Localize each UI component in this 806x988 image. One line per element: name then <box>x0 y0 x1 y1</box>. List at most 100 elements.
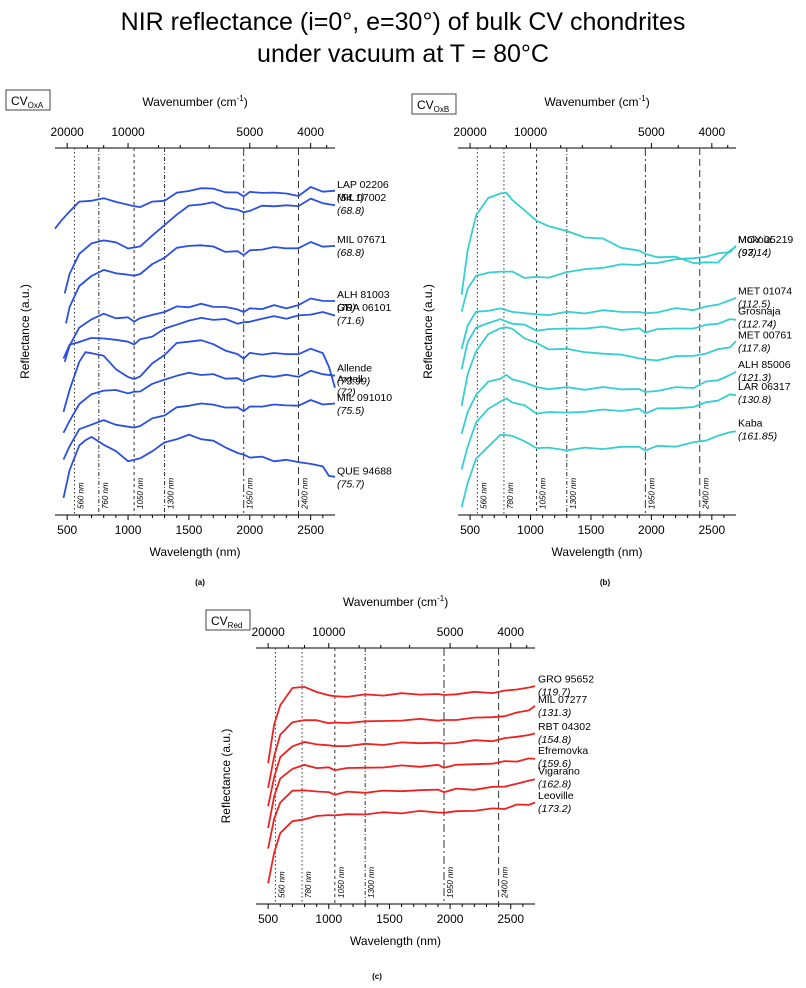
series-name-label: MIL 091010 <box>337 392 392 404</box>
series-line <box>267 685 536 764</box>
chart-panel-b: CVOxB Wavenumber (cm-1) 20000 10000 5000 4000… <box>411 93 793 587</box>
series-group: Leoville(173.2) <box>267 790 574 884</box>
series-group: MCY 05219(93) <box>460 191 793 295</box>
chart-panel-a: CVOxA Wavenumber (cm-1) 20000 10000 5000 4000… <box>5 89 392 587</box>
reference-line-label: 1300 nm <box>367 867 376 898</box>
series-value-label: (117.8) <box>738 343 771 355</box>
series-value-label: (72) <box>337 387 356 399</box>
reference-line-label: 1300 nm <box>167 478 176 509</box>
series-name-label: Grosnaja <box>738 306 781 318</box>
series-group: MET 01074(112.5) <box>460 285 792 350</box>
reference-line-label: 1950 nm <box>647 478 656 509</box>
series-line <box>63 297 336 363</box>
x-axis-title: Wavelength (nm) <box>150 545 241 559</box>
reference-line-label: 780 nm <box>506 482 515 509</box>
top-axis-tick-label: 5000 <box>437 625 464 639</box>
series-group: Vigarano(162.8) <box>267 766 580 849</box>
x-axis-title: Wavelength (nm) <box>552 545 643 559</box>
series-group: GRA 06101(71.6) <box>62 302 391 359</box>
series-name-label: ALH 85006 <box>738 359 791 371</box>
top-axis-tick-label: 10000 <box>514 125 548 139</box>
series-group: LAP 02206(54.1) <box>54 179 389 230</box>
x-axis-tick-label: 1000 <box>315 912 342 926</box>
top-axis-tick-label: 4000 <box>297 125 324 139</box>
series-name-label: GRA 06101 <box>337 302 391 314</box>
x-axis-tick-label: 2500 <box>497 912 524 926</box>
reference-line-label: 2400 nm <box>300 478 309 510</box>
x-axis-tick-label: 1500 <box>578 523 605 537</box>
y-axis-title: Reflectance (a.u.) <box>219 729 233 824</box>
group-label-text: CVRed <box>211 614 242 630</box>
series-line <box>62 399 336 460</box>
series-group: QUE 94688(75.7) <box>62 433 392 499</box>
reference-line-label: 760 nm <box>101 482 110 509</box>
series-name-label: MIL 07002 <box>337 192 386 204</box>
series-name-label: MCY 05219 <box>738 234 793 246</box>
top-axis-tick-label: 4000 <box>497 625 524 639</box>
series-group: Efremovka(159.6) <box>267 745 588 829</box>
series-value-label: (71.6) <box>337 315 364 327</box>
series-value-label: (68.8) <box>337 205 364 217</box>
series-line <box>62 369 336 434</box>
figure-title-line-1: NIR reflectance (i=0°, e=30°) of bulk CV… <box>120 8 686 36</box>
x-axis-tick-label: 2000 <box>437 912 464 926</box>
series-line <box>460 244 737 312</box>
series-group: ALH 85006(121.3) <box>460 359 791 435</box>
reference-line-label: 2400 nm <box>501 867 510 899</box>
top-axis-tick-label: 10000 <box>312 625 346 639</box>
series-name-label: MET 00761 <box>738 330 792 342</box>
series-value-label: (121.3) <box>738 372 771 384</box>
group-label-box: CVOxB <box>411 93 457 115</box>
panel-letter: (b) <box>600 578 611 587</box>
series-line <box>54 186 336 230</box>
top-axis-tick-label: 10000 <box>111 125 145 139</box>
top-axis-tick-label: 20000 <box>50 125 84 139</box>
series-value-label: (75.7) <box>337 478 364 490</box>
series-line <box>460 191 737 295</box>
x-axis-tick-label: 2000 <box>236 523 263 537</box>
series-line <box>267 732 536 807</box>
series-value-label: (161.85) <box>738 431 777 443</box>
top-axis-title: Wavenumber (cm-1) <box>142 94 247 109</box>
series-line <box>267 705 536 788</box>
series-group: MIL 07671(68.8) <box>65 234 386 324</box>
x-axis-tick-label: 1000 <box>517 523 544 537</box>
panel-letter: (c) <box>372 972 382 981</box>
series-group: Kaba(161.85) <box>460 418 777 508</box>
y-axis-title: Reflectance (a.u.) <box>421 284 435 379</box>
series-name-label: LAP 02206 <box>337 179 389 191</box>
top-axis-title: Wavenumber (cm-1) <box>544 94 649 109</box>
top-axis-tick-label: 5000 <box>236 125 263 139</box>
x-axis-title: Wavelength (nm) <box>350 934 441 948</box>
series-line <box>460 371 737 435</box>
series-name-label: GRO 95652 <box>538 673 594 685</box>
x-axis-tick-label: 1500 <box>176 523 203 537</box>
figure-title: NIR reflectance (i=0°, e=30°) of bulk CV… <box>0 6 806 70</box>
reference-line-label: 1300 nm <box>569 478 578 509</box>
series-group: MIL 07277(131.3) <box>267 694 587 788</box>
series-value-label: (75.5) <box>337 405 364 417</box>
series-line <box>267 778 536 849</box>
series-group: Axtell(72) <box>62 339 363 413</box>
series-name-label: Efremovka <box>538 745 588 757</box>
series-value-label: (93) <box>738 247 757 259</box>
series-name-label: RBT 04302 <box>538 721 591 733</box>
series-value-label: (159.6) <box>538 758 571 770</box>
reference-line-label: 560 nm <box>76 482 85 509</box>
series-group: LAR 06317(130.8) <box>460 381 791 470</box>
x-axis-tick-label: 2500 <box>297 523 324 537</box>
x-axis-tick-label: 500 <box>258 912 278 926</box>
series-value-label: (68.8) <box>337 247 364 259</box>
x-axis-tick-label: 1000 <box>115 523 142 537</box>
x-axis-tick-label: 500 <box>57 523 77 537</box>
panel-letter: (a) <box>195 578 205 587</box>
series-group: MET 00761(117.8) <box>460 326 792 407</box>
group-label-box: CVRed <box>205 609 251 631</box>
series-value-label: (54.1) <box>337 192 364 204</box>
top-axis-tick-label: 20000 <box>251 625 285 639</box>
series-value-label: (70) <box>337 302 356 314</box>
series-line <box>460 393 737 470</box>
series-value-label: (130.8) <box>738 394 771 406</box>
series-value-label: (162.8) <box>538 779 571 791</box>
series-value-label: (112.5) <box>738 298 771 310</box>
